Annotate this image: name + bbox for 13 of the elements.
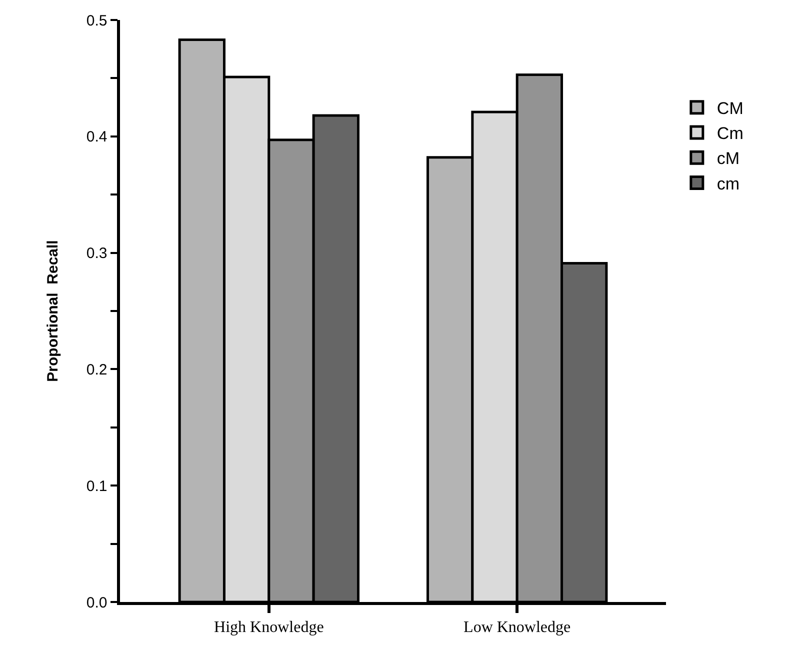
y-axis-title: Proportional Recall xyxy=(44,240,62,382)
y-tick-label: 0.1 xyxy=(86,478,108,495)
legend-label: Cm xyxy=(716,124,744,144)
legend-label: cM xyxy=(716,149,740,168)
y-tick-label: 0.2 xyxy=(86,361,108,378)
legend-label: cm xyxy=(716,174,740,194)
y-tick-label: 0.0 xyxy=(86,594,108,612)
x-tick-label: Low Knowledge xyxy=(464,618,571,636)
y-tick-label: 0.5 xyxy=(86,12,108,30)
x-tick-label: High Knowledge xyxy=(214,618,324,636)
legend-label: CM xyxy=(716,99,744,118)
y-tick-label: 0.4 xyxy=(86,128,108,146)
y-tick-label: 0.3 xyxy=(86,245,108,262)
